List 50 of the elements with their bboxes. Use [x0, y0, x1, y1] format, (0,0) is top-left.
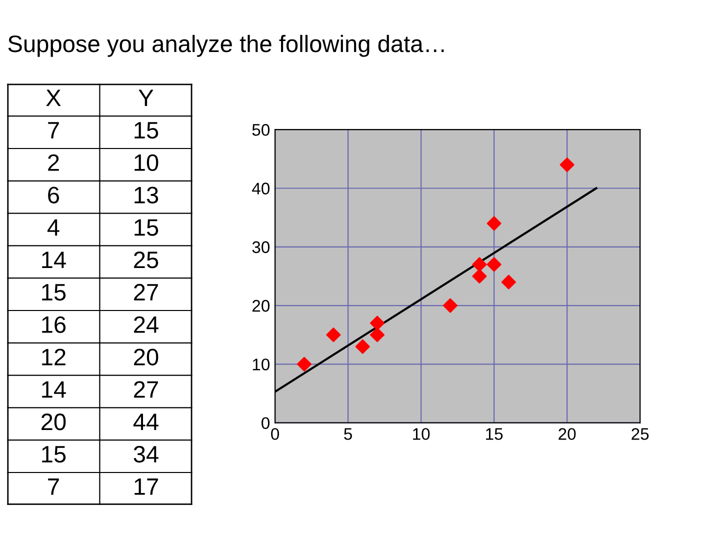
point [501, 274, 516, 290]
text: 15 [134, 122, 158, 139]
text: 14 [42, 381, 66, 398]
y-tick-label: 10 [252, 358, 270, 370]
x-tick-label: 5 [344, 428, 352, 440]
point [560, 158, 574, 172]
text: 25 [134, 252, 158, 268]
y-tick-label: 0 [262, 417, 270, 430]
text: X [46, 90, 61, 106]
point [472, 257, 487, 272]
text: 7 [48, 122, 59, 138]
text: 15 [42, 446, 66, 463]
text: 12 [42, 348, 66, 366]
x-tick-label: 20 [558, 428, 576, 440]
y-tick-label: 20 [252, 300, 270, 312]
text: 15 [134, 219, 158, 236]
text: 15 [42, 284, 66, 301]
text: 14 [42, 252, 66, 268]
point [486, 257, 502, 272]
text: Suppose you analyze the following data… [8, 34, 444, 57]
y-tick-label: 50 [252, 124, 270, 136]
text: 44 [133, 414, 158, 430]
text: 27 [134, 284, 158, 300]
text: 2 [48, 154, 59, 171]
text: Y [138, 90, 154, 106]
text: 4 [47, 219, 60, 236]
point [370, 316, 385, 330]
point [442, 298, 458, 313]
y-tick-label: 30 [252, 241, 270, 254]
point [355, 339, 370, 354]
text: 13 [134, 186, 158, 204]
text: 27 [134, 381, 158, 398]
text: 24 [134, 316, 158, 333]
point [472, 268, 487, 284]
text: 20 [134, 348, 158, 366]
text: 17 [134, 478, 158, 495]
text: 16 [42, 316, 66, 334]
point [370, 328, 385, 342]
point [326, 328, 341, 342]
y-tick-label: 40 [252, 182, 270, 194]
x-tick-label: 15 [486, 428, 503, 440]
text: 34 [134, 446, 158, 463]
x-tick-label: 0 [271, 428, 280, 440]
x-tick-label: 25 [632, 428, 649, 440]
text: 7 [48, 478, 59, 495]
text: 6 [48, 186, 59, 204]
x-tick-label: 10 [413, 428, 430, 440]
point [486, 216, 502, 231]
text: 10 [134, 154, 158, 172]
point [296, 356, 312, 372]
